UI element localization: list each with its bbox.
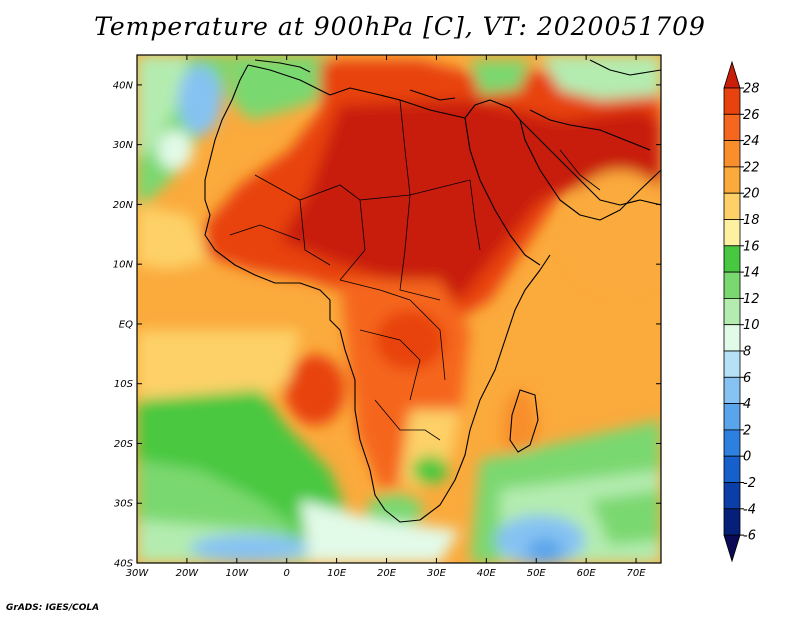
map-area bbox=[137, 55, 661, 563]
lat-tick-label: 30N bbox=[113, 140, 134, 151]
country-borders bbox=[229, 99, 601, 441]
lon-tick-label: 70E bbox=[627, 568, 647, 579]
colorbar-bin bbox=[723, 60, 741, 89]
lat-tick-label: 40N bbox=[113, 80, 134, 91]
colorbar-tick-label: 6 bbox=[743, 371, 751, 386]
colorbar-tick-label: -2 bbox=[743, 476, 756, 491]
colorbar-bin bbox=[723, 245, 741, 273]
lat-tick-label: 40S bbox=[114, 559, 134, 570]
colorbar-tick-label: 16 bbox=[743, 239, 760, 254]
colorbar-tick-label: 10 bbox=[743, 318, 760, 333]
colorbar-bin bbox=[723, 297, 741, 326]
lon-tick-label: 30E bbox=[427, 568, 447, 579]
lat-tick-label: 20S bbox=[114, 439, 134, 450]
lon-tick-label: 60E bbox=[577, 568, 597, 579]
latitude-axis: 40N 30N 20N 10N EQ 10S 20S 30S 40S bbox=[113, 80, 661, 570]
lon-tick-label: 20E bbox=[377, 568, 397, 579]
lon-tick-label: 30W bbox=[126, 568, 150, 579]
colorbar-bin bbox=[723, 271, 741, 299]
colorbar-bin bbox=[723, 455, 741, 483]
colorbar-bin bbox=[723, 87, 741, 115]
colorbar-bin bbox=[723, 376, 741, 404]
colorbar-tick-label: 20 bbox=[743, 187, 760, 202]
colorbar-tick-label: -4 bbox=[743, 502, 756, 517]
colorbar-bin bbox=[723, 219, 741, 247]
colorbar-tick-label: 12 bbox=[743, 292, 760, 307]
colorbar-tick-label: 4 bbox=[743, 397, 751, 412]
lat-tick-label: 10S bbox=[114, 379, 134, 390]
lon-tick-label: 10W bbox=[225, 568, 249, 579]
colorbar-bin bbox=[723, 429, 741, 457]
chart-title: Temperature at 900hPa [C], VT: 202005170… bbox=[94, 12, 706, 41]
colorbar-bin bbox=[723, 403, 741, 431]
lon-tick-label: 10E bbox=[327, 568, 347, 579]
colorbar-bin bbox=[723, 113, 741, 142]
colorbar-bin bbox=[723, 324, 741, 352]
colorbar-tick-label: 8 bbox=[743, 345, 751, 360]
lat-tick-label: 30S bbox=[114, 499, 134, 510]
colorbar-bin bbox=[723, 508, 741, 536]
colorbar-bin bbox=[723, 534, 741, 563]
plot-frame bbox=[136, 54, 662, 564]
lat-tick-label: 20N bbox=[113, 200, 134, 211]
credit-label: GrADS: IGES/COLA bbox=[6, 603, 100, 613]
colorbar-tick-label: 18 bbox=[743, 213, 760, 228]
lon-tick-label: 20W bbox=[176, 568, 200, 579]
colorbar-bin bbox=[723, 482, 741, 510]
colorbar-bin bbox=[723, 166, 741, 194]
lat-tick-label: 10N bbox=[113, 260, 134, 271]
colorbar-bin bbox=[723, 192, 741, 220]
colorbar-bin bbox=[723, 350, 741, 378]
lon-tick-label: 50E bbox=[527, 568, 547, 579]
colorbar-tick-label: 2 bbox=[743, 423, 751, 438]
colorbar-tick-label: 14 bbox=[743, 266, 760, 281]
coastlines bbox=[204, 59, 661, 523]
longitude-axis: 30W 20W 10W 0 10E 20E 30E 40E 50E 60E 70E bbox=[126, 55, 647, 579]
lat-tick-label: EQ bbox=[119, 319, 133, 330]
lon-tick-label: 0 bbox=[284, 568, 290, 579]
colorbar-tick-label: -6 bbox=[743, 529, 756, 544]
lon-tick-label: 40E bbox=[477, 568, 497, 579]
colorbar-tick-label: 22 bbox=[743, 160, 760, 175]
colorbar-bin bbox=[723, 140, 741, 168]
colorbar-tick-label: 24 bbox=[743, 134, 760, 149]
colorbar-tick-label: 0 bbox=[743, 450, 751, 465]
colorbar-tick-label: 26 bbox=[743, 108, 760, 123]
colorbar-tick-label: 28 bbox=[743, 82, 760, 97]
